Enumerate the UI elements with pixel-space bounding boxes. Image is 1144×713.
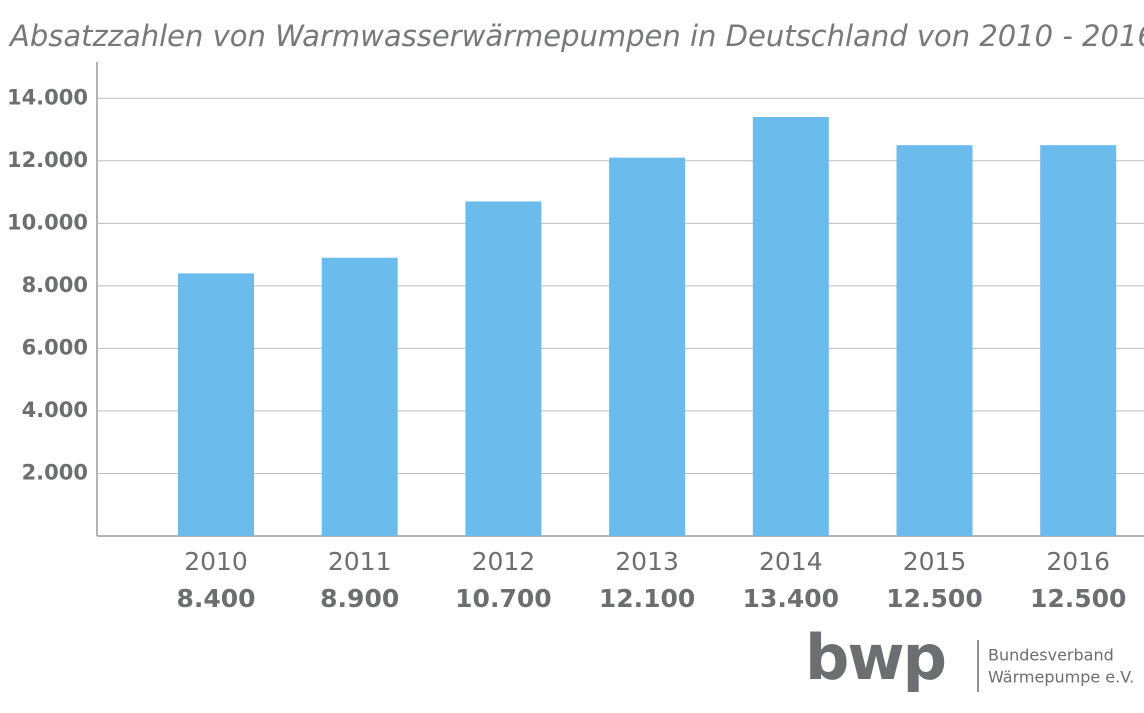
- bar: [465, 201, 542, 537]
- value-label: 8.400: [176, 584, 255, 613]
- x-tick-label: 2012: [472, 547, 536, 576]
- bar: [1040, 145, 1117, 536]
- x-tick-label: 2014: [759, 547, 823, 576]
- y-tick-label: 12.000: [7, 148, 88, 172]
- bar: [609, 157, 686, 536]
- value-label: 12.500: [1030, 584, 1126, 613]
- logo-text: Wärmepumpe e.V.: [988, 668, 1134, 687]
- value-label: 12.100: [599, 584, 695, 613]
- chart-title: Absatzzahlen von Warmwasserwärmepumpen i…: [8, 19, 1144, 53]
- y-tick-label: 4.000: [22, 398, 88, 422]
- bar: [321, 257, 398, 536]
- bar: [896, 145, 973, 536]
- y-tick-label: 2.000: [22, 460, 88, 484]
- logo-mark: bwp: [805, 621, 945, 694]
- y-tick-label: 10.000: [7, 210, 88, 234]
- x-tick-label: 2011: [328, 547, 392, 576]
- logo-text: Bundesverband: [988, 646, 1114, 665]
- y-tick-label: 14.000: [7, 85, 88, 109]
- value-label: 8.900: [320, 584, 399, 613]
- x-tick-label: 2015: [903, 547, 967, 576]
- value-label: 13.400: [743, 584, 839, 613]
- bar: [178, 273, 254, 536]
- bar: [752, 117, 829, 536]
- value-label: 12.500: [886, 584, 982, 613]
- x-tick-label: 2016: [1046, 547, 1110, 576]
- x-tick-label: 2010: [184, 547, 248, 576]
- y-tick-label: 6.000: [22, 335, 88, 359]
- value-label: 10.700: [455, 584, 551, 613]
- x-tick-label: 2013: [615, 547, 679, 576]
- y-tick-label: 8.000: [22, 273, 88, 297]
